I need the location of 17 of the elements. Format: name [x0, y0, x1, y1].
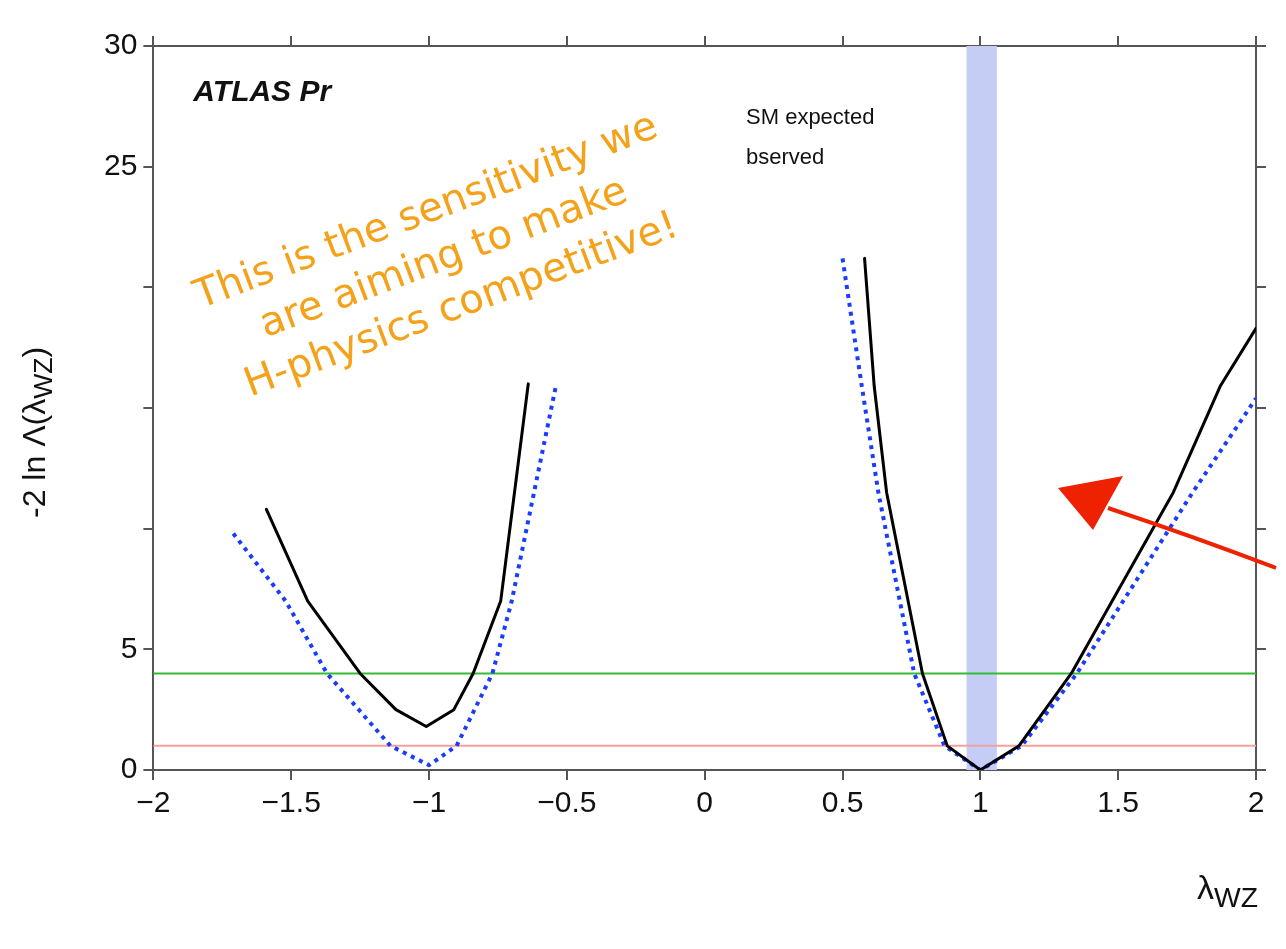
y-tick-label: 25 [103, 147, 138, 181]
x-axis-title: λ$_{WZ}$ [1196, 868, 1258, 914]
y-tick-label: 5 [120, 630, 138, 664]
x-tick-label: 1.5 [1097, 785, 1140, 819]
x-tick-label: 0 [696, 785, 714, 819]
x-tick-label: −0.5 [537, 785, 597, 819]
annotation: SM expected [746, 104, 875, 129]
x-tick-label: 1 [972, 785, 989, 819]
y-tick-label: 30 [103, 27, 138, 61]
x-tick-label: 0.5 [821, 785, 864, 819]
annotation: ATLAS Pr [192, 74, 334, 107]
x-tick-label: −2 [136, 785, 171, 819]
x-tick-label: −1 [411, 785, 447, 819]
annotation: bserved [746, 144, 825, 169]
x-tick-label: 2 [1247, 785, 1265, 819]
y-tick-label: 0 [120, 751, 138, 785]
x-tick-label: −1.5 [261, 785, 321, 819]
